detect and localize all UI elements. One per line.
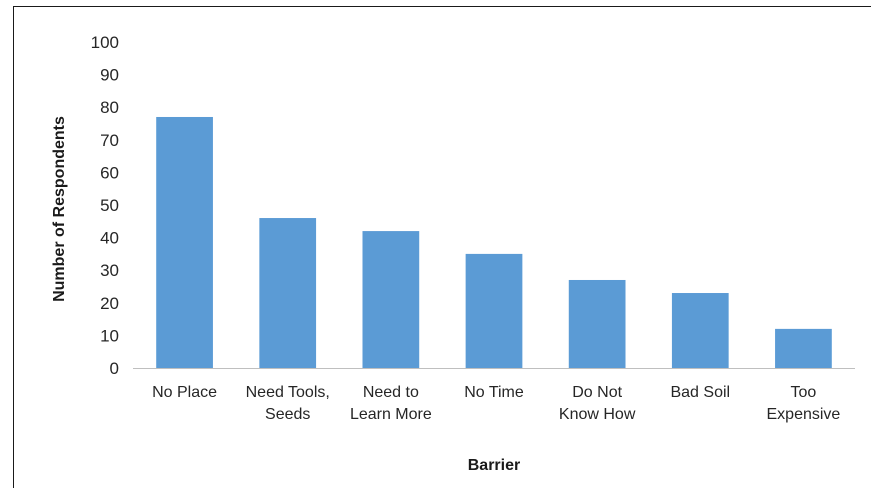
y-tick-label: 60 (100, 163, 119, 182)
y-tick-label: 0 (110, 359, 119, 378)
y-tick-label: 10 (100, 326, 119, 345)
x-axis-labels: No Place Need Tools, Seeds Need to Learn Mor… (152, 384, 840, 423)
x-tick-label: Do Not Know How (559, 384, 636, 423)
y-tick-label: 20 (100, 294, 119, 313)
y-axis-ticks: 0 10 20 30 40 50 60 70 80 90 100 (91, 33, 119, 378)
bar (259, 218, 317, 368)
bar (568, 279, 626, 368)
y-tick-label: 50 (100, 196, 119, 215)
x-tick-label: No Time (464, 384, 524, 401)
y-tick-label: 80 (100, 98, 119, 117)
x-axis-title: Barrier (468, 457, 520, 474)
y-tick-label: 90 (100, 66, 119, 85)
bar (465, 253, 523, 368)
x-tick-label: Too Expensive (767, 384, 841, 423)
bar (775, 328, 832, 368)
y-tick-label: 70 (100, 131, 119, 150)
x-tick-label: Need Tools, Seeds (246, 384, 330, 423)
chart-frame (13, 6, 871, 488)
x-tick-label: Bad Soil (670, 384, 730, 401)
bars (156, 116, 832, 368)
y-tick-label: 40 (100, 229, 119, 248)
bar (156, 116, 213, 368)
y-axis-title: Number of Respondents (51, 116, 68, 302)
y-tick-label: 100 (91, 33, 119, 52)
y-tick-label: 30 (100, 261, 119, 280)
bar (671, 293, 729, 368)
x-tick-label: Need to Learn More (350, 384, 432, 423)
x-tick-label: No Place (152, 384, 217, 401)
bar (362, 231, 420, 368)
